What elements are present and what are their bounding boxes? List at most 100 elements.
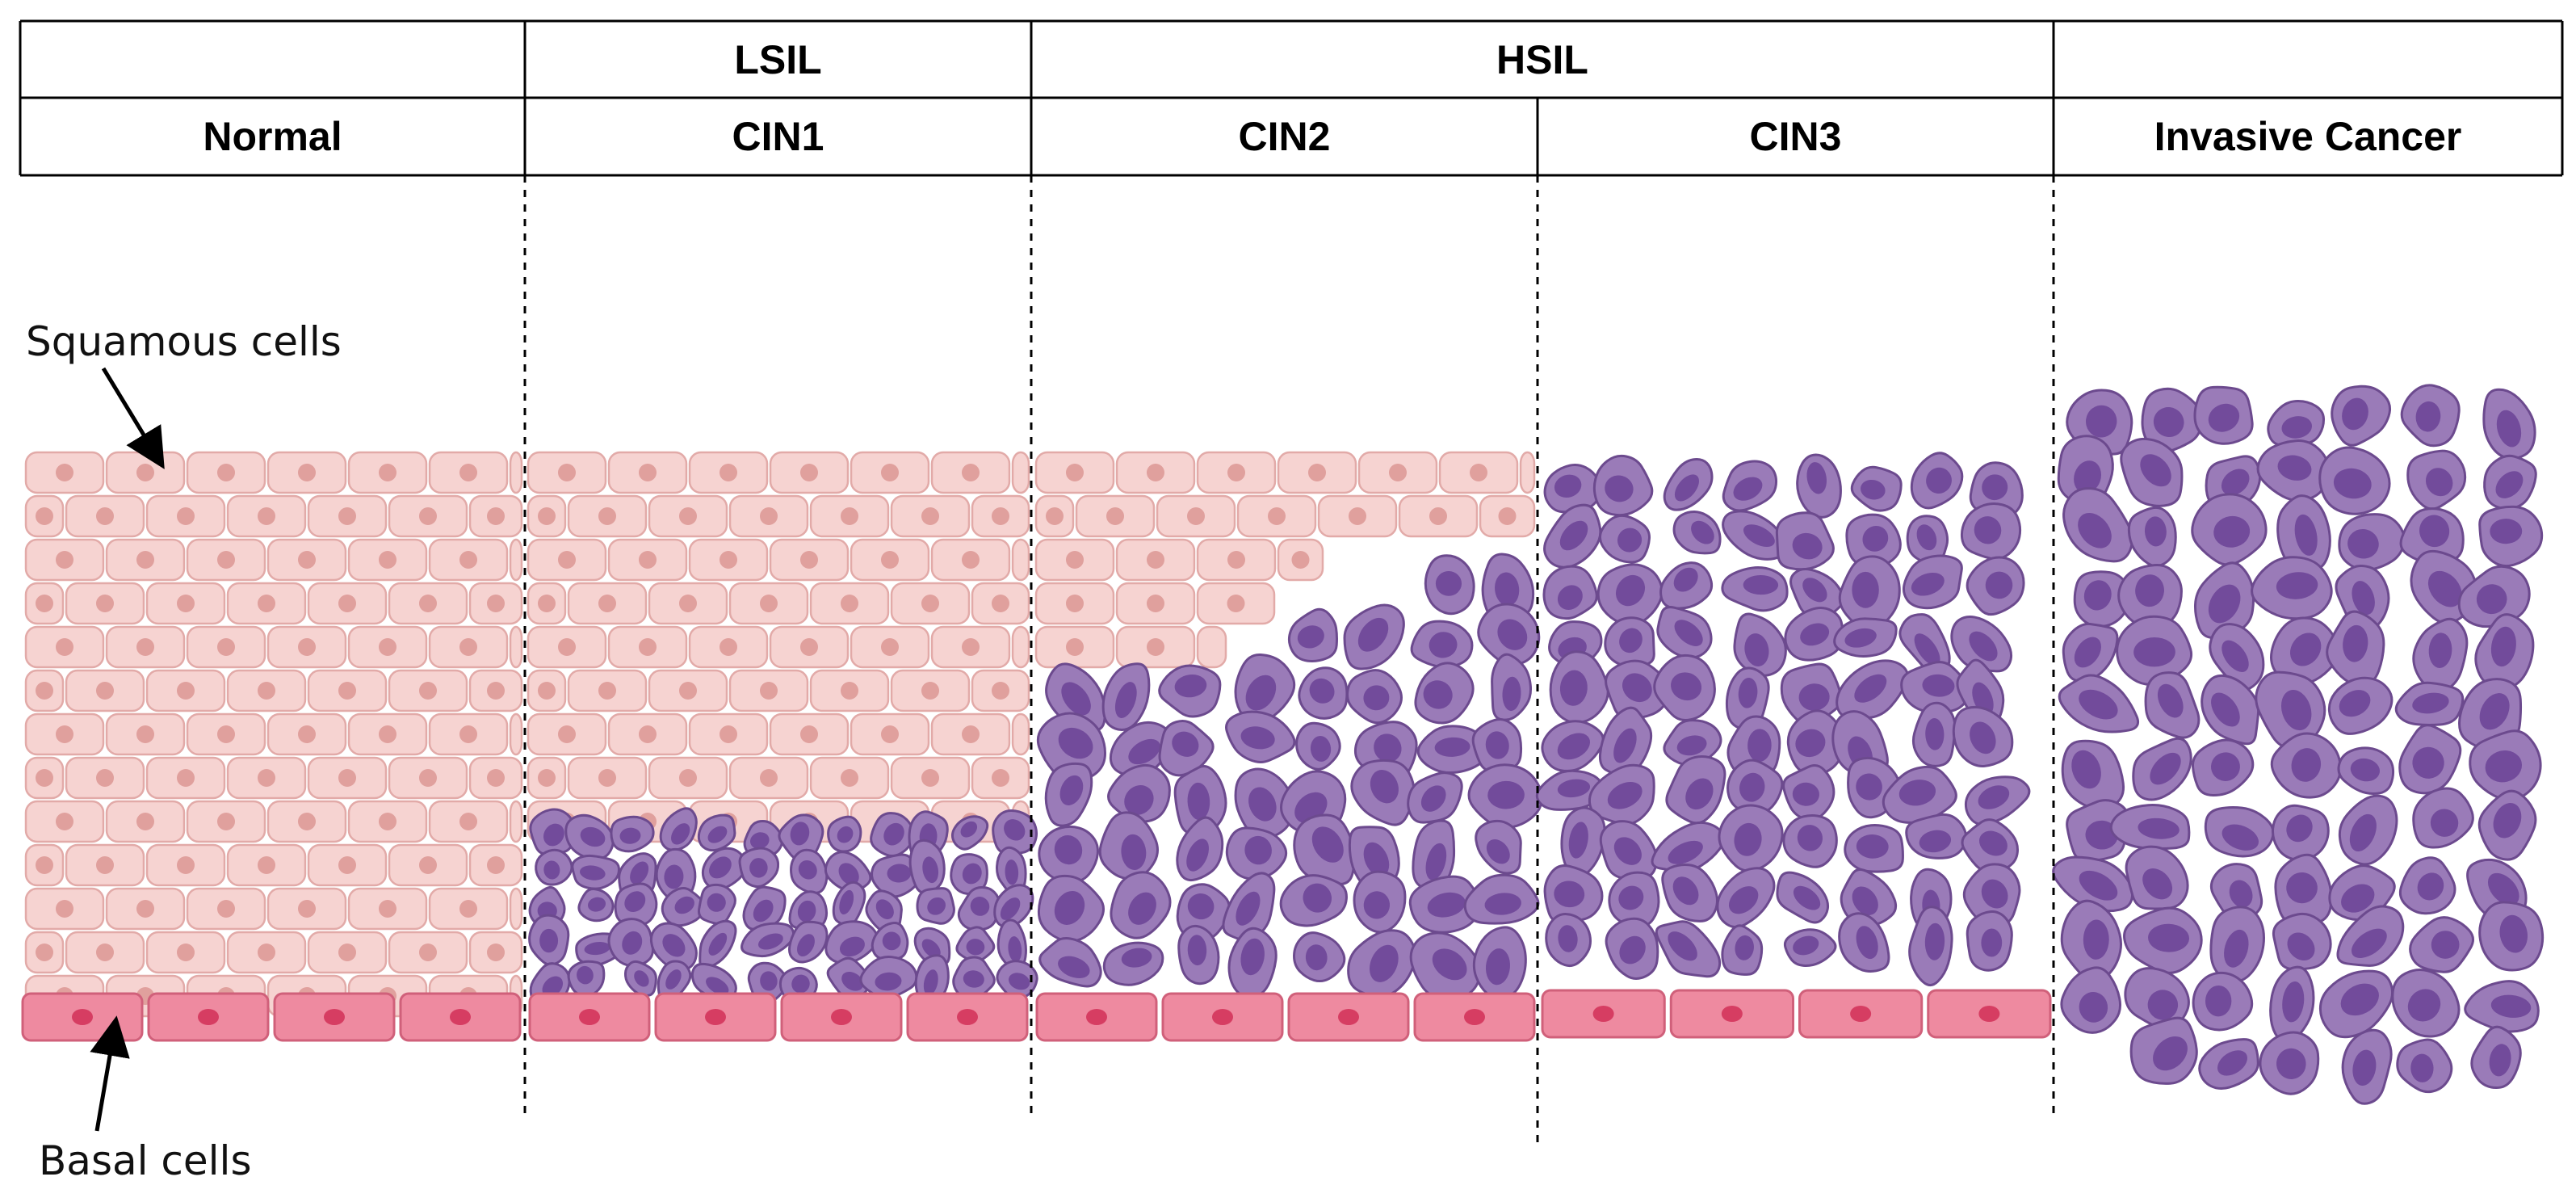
squamous-nucleus xyxy=(538,769,556,787)
squamous-nucleus xyxy=(379,900,396,918)
dysplastic-cell xyxy=(2412,787,2474,849)
squamous-nucleus xyxy=(459,464,477,481)
squamous-nucleus xyxy=(992,769,1009,787)
dysplastic-nucleus xyxy=(1673,567,1698,592)
dysplastic-cell xyxy=(996,846,1027,897)
squamous-nucleus xyxy=(56,900,73,918)
arrow-icon xyxy=(101,367,165,469)
dysplastic-cell xyxy=(2391,969,2461,1038)
dysplastic-nucleus xyxy=(1607,781,1643,809)
dysplastic-nucleus xyxy=(1374,733,1402,763)
dysplastic-cell xyxy=(2394,681,2465,727)
dysplastic-cell xyxy=(2052,855,2134,913)
dysplastic-cell xyxy=(1293,931,1346,983)
dysplastic-cell xyxy=(1796,453,1842,519)
dysplastic-cell xyxy=(1225,710,1296,763)
dysplastic-cell xyxy=(916,887,955,925)
dysplastic-cell xyxy=(832,880,866,927)
dysplastic-cell xyxy=(2120,437,2184,507)
dysplastic-nucleus xyxy=(2205,985,2232,1017)
squamous-cell xyxy=(1011,625,1030,669)
squamous-cell xyxy=(509,451,523,494)
dysplastic-nucleus xyxy=(1427,892,1466,918)
dysplastic-nucleus xyxy=(619,827,641,844)
dysplastic-nucleus xyxy=(797,900,816,923)
squamous-cell xyxy=(509,887,523,931)
squamous-nucleus xyxy=(558,725,576,743)
squamous-nucleus xyxy=(217,813,235,830)
squamous-nucleus xyxy=(459,900,477,918)
dysplastic-cell xyxy=(1295,721,1341,771)
squamous-nucleus xyxy=(258,682,275,700)
dysplastic-nucleus xyxy=(757,933,783,950)
squamous-nucleus xyxy=(1066,464,1084,481)
dysplastic-cell xyxy=(827,815,862,853)
dysplastic-nucleus xyxy=(671,823,690,845)
dysplastic-nucleus xyxy=(1615,574,1646,607)
arrow-icon xyxy=(90,1015,130,1132)
squamous-nucleus xyxy=(800,551,818,569)
dysplastic-cell xyxy=(610,815,655,853)
squamous-nucleus xyxy=(1066,638,1084,656)
dysplastic-cell xyxy=(1353,870,1407,934)
dysplastic-cell xyxy=(788,890,829,931)
dysplastic-nucleus xyxy=(1860,479,1886,500)
dysplastic-cell xyxy=(2326,610,2385,687)
dysplastic-cell xyxy=(1227,927,1278,999)
squamous-nucleus xyxy=(419,595,437,612)
dysplastic-nucleus xyxy=(2217,1050,2248,1076)
dysplastic-nucleus xyxy=(1806,462,1827,494)
dysplastic-cell xyxy=(571,854,620,890)
dysplastic-nucleus xyxy=(1797,825,1823,851)
dysplastic-nucleus xyxy=(2476,584,2507,615)
dysplastic-nucleus xyxy=(1121,834,1147,870)
dysplastic-cell xyxy=(1902,554,1963,610)
squamous-nucleus xyxy=(720,638,737,656)
dysplastic-cell xyxy=(2123,906,2203,974)
dysplastic-nucleus xyxy=(2280,690,2312,731)
dysplastic-nucleus xyxy=(1425,843,1447,880)
dysplastic-cell xyxy=(1414,662,1475,725)
dysplastic-cell xyxy=(1098,811,1159,880)
squamous-nucleus xyxy=(598,682,616,700)
squamous-nucleus xyxy=(459,725,477,743)
dysplastic-cell xyxy=(2398,724,2462,795)
dysplastic-nucleus xyxy=(2208,403,2240,432)
squamous-nucleus xyxy=(881,638,899,656)
dysplastic-cell xyxy=(1608,871,1660,928)
dysplastic-nucleus xyxy=(2289,633,2322,666)
dysplastic-nucleus xyxy=(622,931,643,955)
squamous-nucleus xyxy=(36,944,53,961)
dysplastic-cell xyxy=(701,847,746,891)
squamous-nucleus xyxy=(992,507,1009,525)
squamous-nucleus xyxy=(338,595,356,612)
dysplastic-cell xyxy=(1102,941,1164,986)
dysplastic-cell xyxy=(2256,439,2330,502)
dysplastic-cell xyxy=(535,848,573,886)
dysplastic-cell xyxy=(1908,906,1953,987)
dysplastic-nucleus xyxy=(841,972,864,991)
squamous-nucleus xyxy=(921,595,939,612)
squamous-cell xyxy=(509,625,523,669)
dysplastic-nucleus xyxy=(1058,727,1093,759)
dysplastic-nucleus xyxy=(2349,813,2377,851)
dysplastic-nucleus xyxy=(1128,738,1160,765)
dysplastic-cell xyxy=(2209,906,2265,983)
squamous-nucleus xyxy=(487,682,505,700)
dysplastic-nucleus xyxy=(1484,893,1521,915)
squamous-nucleus xyxy=(298,725,316,743)
squamous-nucleus xyxy=(538,595,556,612)
grade-header-lsil: LSIL xyxy=(734,36,822,82)
dysplastic-nucleus xyxy=(2343,624,2368,662)
dysplastic-nucleus xyxy=(1114,682,1137,718)
dysplastic-nucleus xyxy=(1305,944,1328,971)
stage-header-cin2: CIN2 xyxy=(1238,114,1331,159)
dysplastic-nucleus xyxy=(1008,936,1022,962)
dysplastic-nucleus xyxy=(2425,468,2453,497)
dysplastic-nucleus xyxy=(1676,735,1707,756)
dysplastic-nucleus xyxy=(1800,623,1830,646)
squamous-nucleus xyxy=(558,638,576,656)
cell-layer xyxy=(21,384,2545,1105)
dysplastic-nucleus xyxy=(2340,983,2379,1016)
squamous-nucleus xyxy=(760,769,778,787)
